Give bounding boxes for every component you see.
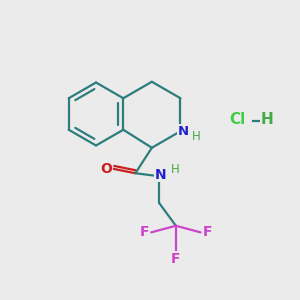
Text: H: H [261,112,273,128]
Text: F: F [202,225,212,239]
Text: N: N [155,168,167,182]
Text: H: H [171,163,179,176]
Text: F: F [171,252,181,266]
Text: O: O [100,162,112,176]
Text: Cl: Cl [229,112,245,128]
Text: F: F [140,225,149,239]
Text: H: H [192,130,200,143]
Text: N: N [177,125,188,138]
